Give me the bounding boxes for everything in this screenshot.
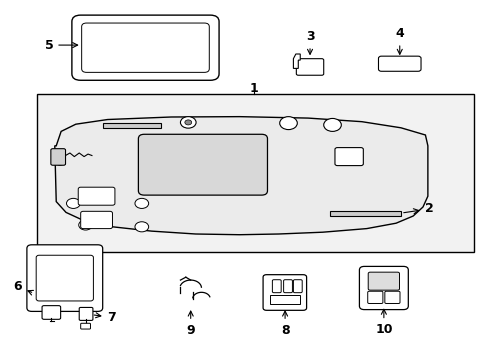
Bar <box>102 123 161 128</box>
FancyBboxPatch shape <box>27 245 102 311</box>
FancyBboxPatch shape <box>138 134 267 195</box>
FancyBboxPatch shape <box>384 291 399 303</box>
FancyBboxPatch shape <box>72 15 219 80</box>
Text: 7: 7 <box>94 311 116 324</box>
Text: 3: 3 <box>305 30 314 54</box>
FancyBboxPatch shape <box>79 307 93 320</box>
Circle shape <box>323 118 341 131</box>
FancyBboxPatch shape <box>51 149 65 165</box>
FancyBboxPatch shape <box>81 323 90 329</box>
Bar <box>37 94 473 252</box>
FancyBboxPatch shape <box>81 23 209 72</box>
Circle shape <box>279 117 297 130</box>
Circle shape <box>135 198 148 208</box>
Text: 2: 2 <box>403 202 433 215</box>
FancyBboxPatch shape <box>378 56 420 71</box>
Text: 6: 6 <box>13 280 33 295</box>
FancyBboxPatch shape <box>293 280 302 293</box>
Circle shape <box>66 198 80 208</box>
FancyBboxPatch shape <box>36 255 93 301</box>
FancyBboxPatch shape <box>272 280 281 293</box>
FancyBboxPatch shape <box>78 187 115 205</box>
Circle shape <box>57 160 63 165</box>
Circle shape <box>79 220 92 230</box>
Circle shape <box>184 120 191 125</box>
FancyBboxPatch shape <box>296 59 323 75</box>
Text: 10: 10 <box>374 309 392 336</box>
Bar <box>270 295 299 304</box>
Text: 4: 4 <box>395 27 403 54</box>
FancyBboxPatch shape <box>42 306 61 319</box>
Bar <box>329 211 400 216</box>
FancyBboxPatch shape <box>334 148 363 166</box>
FancyBboxPatch shape <box>283 280 292 293</box>
Text: 9: 9 <box>186 311 195 337</box>
Text: 8: 8 <box>280 311 289 337</box>
Circle shape <box>180 117 196 128</box>
Polygon shape <box>293 54 300 68</box>
Circle shape <box>135 222 148 232</box>
Text: 5: 5 <box>44 39 78 51</box>
FancyBboxPatch shape <box>367 291 382 303</box>
FancyBboxPatch shape <box>81 211 112 229</box>
Text: 1: 1 <box>249 82 258 95</box>
FancyBboxPatch shape <box>359 266 407 310</box>
FancyBboxPatch shape <box>263 275 306 310</box>
Polygon shape <box>55 117 427 235</box>
FancyBboxPatch shape <box>367 272 399 290</box>
